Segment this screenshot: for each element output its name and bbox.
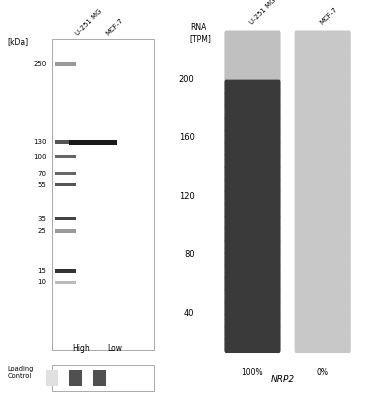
FancyBboxPatch shape [224,129,280,144]
FancyBboxPatch shape [295,202,351,218]
FancyBboxPatch shape [224,67,280,83]
FancyBboxPatch shape [295,288,351,304]
Bar [55,217,76,220]
FancyBboxPatch shape [224,141,280,157]
Text: 55: 55 [38,182,46,188]
Text: MCF-7: MCF-7 [105,17,124,37]
Bar [55,155,76,158]
FancyBboxPatch shape [224,252,280,267]
Text: U-251 MG: U-251 MG [75,8,103,37]
FancyBboxPatch shape [224,30,280,46]
Bar [46,370,58,386]
Text: 0%: 0% [317,368,329,376]
FancyBboxPatch shape [295,215,351,230]
FancyBboxPatch shape [295,239,351,255]
Text: 35: 35 [38,216,46,222]
FancyBboxPatch shape [224,276,280,292]
Text: High: High [73,344,90,353]
FancyBboxPatch shape [295,178,351,194]
Text: 15: 15 [38,268,46,274]
FancyBboxPatch shape [295,190,351,206]
FancyBboxPatch shape [224,239,280,255]
Text: 250: 250 [33,61,46,67]
FancyBboxPatch shape [224,166,280,181]
Text: Low: Low [108,344,122,353]
Bar [69,370,81,386]
FancyBboxPatch shape [224,178,280,194]
Text: 130: 130 [33,139,46,145]
FancyBboxPatch shape [224,338,280,353]
Text: 100: 100 [33,154,46,160]
Text: 40: 40 [184,308,195,318]
FancyBboxPatch shape [295,227,351,242]
FancyBboxPatch shape [295,30,351,46]
FancyBboxPatch shape [224,43,280,58]
Text: [kDa]: [kDa] [7,37,28,46]
FancyBboxPatch shape [224,92,280,108]
Bar [55,172,76,175]
FancyBboxPatch shape [224,153,280,169]
FancyBboxPatch shape [224,300,280,316]
Text: 120: 120 [179,192,195,201]
FancyBboxPatch shape [224,190,280,206]
Bar [55,229,76,232]
FancyBboxPatch shape [224,202,280,218]
Text: RNA
[TPM]: RNA [TPM] [190,24,212,43]
FancyBboxPatch shape [224,55,280,71]
Bar [55,140,76,144]
Bar [93,370,106,386]
FancyBboxPatch shape [295,338,351,353]
FancyBboxPatch shape [295,67,351,83]
Bar [55,281,76,284]
FancyBboxPatch shape [295,153,351,169]
FancyBboxPatch shape [295,92,351,108]
FancyBboxPatch shape [295,55,351,71]
FancyBboxPatch shape [224,325,280,341]
Bar [52,39,154,350]
Text: MCF-7: MCF-7 [319,6,339,25]
FancyBboxPatch shape [295,252,351,267]
Text: 100%: 100% [242,368,263,376]
FancyBboxPatch shape [224,215,280,230]
Text: 200: 200 [179,75,195,84]
FancyBboxPatch shape [295,141,351,157]
FancyBboxPatch shape [295,276,351,292]
Bar [52,366,154,390]
Text: 80: 80 [184,250,195,259]
Text: 70: 70 [38,171,46,177]
FancyBboxPatch shape [224,116,280,132]
FancyBboxPatch shape [224,313,280,328]
Text: 10: 10 [38,280,46,286]
FancyBboxPatch shape [295,313,351,328]
FancyBboxPatch shape [295,129,351,144]
FancyBboxPatch shape [295,43,351,58]
Bar [55,183,76,186]
FancyBboxPatch shape [224,288,280,304]
FancyBboxPatch shape [295,166,351,181]
FancyBboxPatch shape [295,80,351,95]
Text: 160: 160 [179,133,195,142]
Text: NRP2: NRP2 [271,374,295,384]
Text: Loading
Control: Loading Control [7,366,33,379]
FancyBboxPatch shape [295,264,351,279]
FancyBboxPatch shape [224,264,280,279]
FancyBboxPatch shape [295,116,351,132]
FancyBboxPatch shape [295,104,351,120]
FancyBboxPatch shape [295,300,351,316]
Text: 25: 25 [38,228,46,234]
FancyBboxPatch shape [224,80,280,95]
FancyBboxPatch shape [224,104,280,120]
FancyBboxPatch shape [295,325,351,341]
Bar [55,268,76,273]
Text: U-251 MG: U-251 MG [249,0,277,25]
Bar [69,140,117,145]
Bar [55,62,76,66]
FancyBboxPatch shape [224,227,280,242]
